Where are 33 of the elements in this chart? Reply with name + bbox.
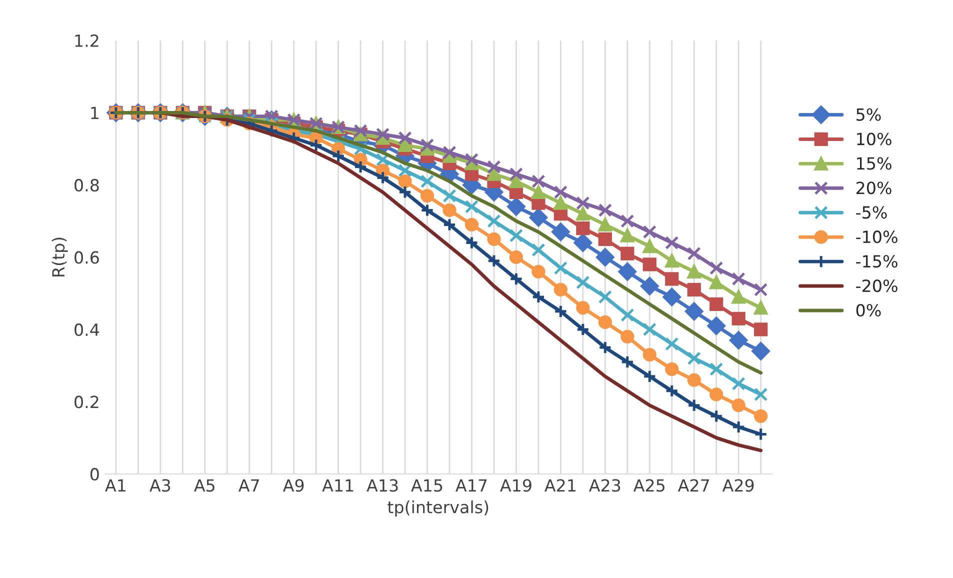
legend-label: -10% bbox=[856, 230, 898, 244]
x-tick-label: A1 bbox=[105, 479, 126, 492]
x-tick-label: A11 bbox=[322, 479, 354, 492]
legend-label: -20% bbox=[856, 279, 898, 292]
x-tick-label: A19 bbox=[500, 479, 532, 492]
x-tick-label: A25 bbox=[633, 479, 664, 492]
x-tick-label: A15 bbox=[411, 479, 442, 492]
x-tick-label: A9 bbox=[282, 479, 304, 492]
x-tick-label: A3 bbox=[150, 479, 170, 492]
y-tick-label: 0 bbox=[90, 468, 99, 481]
y-tick-label: 0.8 bbox=[74, 178, 99, 192]
legend-label: 10% bbox=[857, 132, 892, 146]
y-tick-label: 0.6 bbox=[74, 251, 99, 264]
legend-label: -15% bbox=[856, 255, 898, 268]
x-tick-label: A27 bbox=[678, 479, 709, 492]
x-tick-label: A5 bbox=[194, 479, 214, 492]
x-tick-label: A21 bbox=[544, 479, 576, 492]
legend-label: 20% bbox=[856, 182, 892, 194]
legend-label: 5% bbox=[856, 108, 881, 121]
legend-label: 0% bbox=[856, 304, 881, 317]
y-tick-label: 0.2 bbox=[74, 396, 98, 408]
x-tick-label: A23 bbox=[588, 479, 620, 492]
x-tick-label: A7 bbox=[238, 479, 259, 492]
x-tick-label: A29 bbox=[722, 479, 754, 492]
x-tick-label: A17 bbox=[456, 479, 487, 492]
y-tick-label: 1 bbox=[91, 106, 98, 120]
x-tick-label: A13 bbox=[366, 479, 398, 492]
y-tick-label: 1.2 bbox=[75, 34, 98, 47]
x-axis-title: tp(intervals) bbox=[388, 500, 488, 517]
y-axis-title: R(tp) bbox=[52, 238, 68, 276]
y-tick-label: 0.4 bbox=[74, 323, 100, 336]
legend-label: 15% bbox=[857, 157, 892, 170]
legend-label: -5% bbox=[856, 206, 887, 219]
